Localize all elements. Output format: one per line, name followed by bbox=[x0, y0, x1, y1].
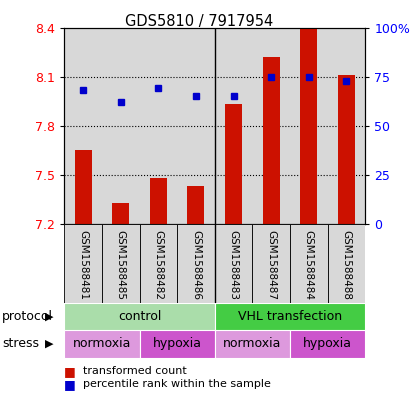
Text: ▶: ▶ bbox=[45, 339, 53, 349]
Bar bbox=[112, 203, 129, 224]
Text: stress: stress bbox=[2, 337, 39, 351]
Text: ■: ■ bbox=[64, 378, 76, 391]
Text: GSM1588485: GSM1588485 bbox=[116, 230, 126, 300]
Text: protocol: protocol bbox=[2, 310, 53, 323]
Bar bbox=[102, 224, 139, 303]
FancyBboxPatch shape bbox=[215, 303, 365, 330]
Text: GDS5810 / 7917954: GDS5810 / 7917954 bbox=[125, 14, 273, 29]
Bar bbox=[300, 28, 317, 224]
Bar bbox=[225, 105, 242, 224]
Bar bbox=[290, 224, 327, 303]
Text: hypoxia: hypoxia bbox=[153, 337, 202, 351]
Bar bbox=[338, 75, 355, 224]
Bar bbox=[139, 224, 177, 303]
Text: normoxia: normoxia bbox=[73, 337, 131, 351]
Bar bbox=[188, 186, 205, 224]
Text: GSM1588481: GSM1588481 bbox=[78, 230, 88, 300]
Text: GSM1588484: GSM1588484 bbox=[304, 230, 314, 300]
Text: percentile rank within the sample: percentile rank within the sample bbox=[83, 379, 271, 389]
Bar bbox=[150, 178, 167, 224]
Text: normoxia: normoxia bbox=[223, 337, 281, 351]
Text: VHL transfection: VHL transfection bbox=[238, 310, 342, 323]
Bar bbox=[252, 224, 290, 303]
Text: control: control bbox=[118, 310, 161, 323]
Bar bbox=[263, 57, 280, 224]
Text: GSM1588488: GSM1588488 bbox=[342, 230, 352, 300]
Text: ▶: ▶ bbox=[45, 311, 53, 321]
Text: ■: ■ bbox=[64, 365, 76, 378]
Bar bbox=[177, 224, 215, 303]
Bar bbox=[75, 150, 92, 224]
Text: GSM1588482: GSM1588482 bbox=[154, 230, 164, 300]
FancyBboxPatch shape bbox=[290, 330, 365, 358]
Text: GSM1588483: GSM1588483 bbox=[229, 230, 239, 300]
Bar bbox=[327, 224, 365, 303]
FancyBboxPatch shape bbox=[64, 303, 215, 330]
Text: transformed count: transformed count bbox=[83, 366, 187, 376]
Text: GSM1588486: GSM1588486 bbox=[191, 230, 201, 300]
FancyBboxPatch shape bbox=[215, 330, 290, 358]
FancyBboxPatch shape bbox=[139, 330, 215, 358]
FancyBboxPatch shape bbox=[64, 330, 139, 358]
Bar bbox=[64, 224, 102, 303]
Text: hypoxia: hypoxia bbox=[303, 337, 352, 351]
Text: GSM1588487: GSM1588487 bbox=[266, 230, 276, 300]
Bar bbox=[215, 224, 252, 303]
